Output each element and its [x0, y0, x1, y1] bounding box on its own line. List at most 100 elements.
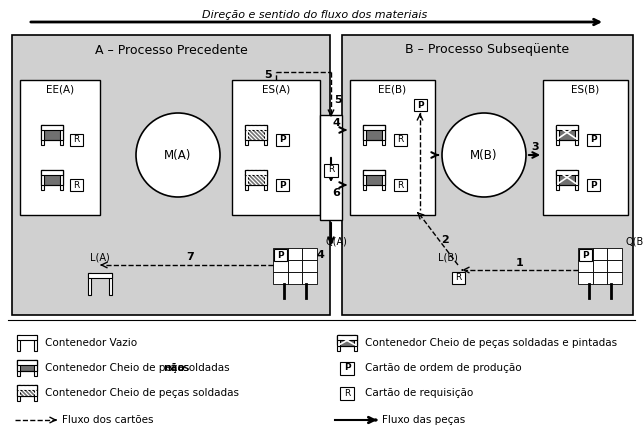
Text: L(B): L(B) — [438, 253, 458, 263]
Bar — [17, 385, 37, 396]
Bar — [578, 272, 593, 284]
Bar — [302, 248, 317, 260]
Text: 1: 1 — [516, 258, 524, 268]
Text: P: P — [582, 251, 588, 259]
Text: não: não — [163, 363, 185, 373]
Text: EE(B): EE(B) — [379, 85, 406, 95]
Bar — [575, 170, 578, 190]
Bar — [556, 170, 559, 190]
Text: 2: 2 — [441, 235, 449, 245]
Bar — [287, 248, 302, 260]
Text: P: P — [344, 364, 350, 372]
Bar — [556, 125, 578, 140]
Bar — [12, 35, 330, 315]
Bar — [245, 170, 267, 185]
Bar — [337, 335, 340, 351]
Bar — [34, 335, 37, 351]
Text: Direção e sentido do fluxo dos materiais: Direção e sentido do fluxo dos materiais — [203, 10, 428, 20]
Bar — [556, 170, 578, 185]
Bar — [245, 125, 267, 140]
Text: 5: 5 — [334, 95, 342, 105]
Bar — [340, 387, 354, 400]
Bar — [354, 335, 357, 351]
Bar — [275, 179, 289, 191]
Bar — [245, 170, 267, 175]
Bar — [69, 134, 82, 146]
Text: EE(A): EE(A) — [46, 85, 74, 95]
Bar — [264, 170, 267, 190]
Bar — [350, 80, 435, 215]
Bar — [41, 125, 63, 140]
Text: M(B): M(B) — [470, 149, 498, 162]
Bar — [593, 272, 608, 284]
Bar — [578, 260, 593, 272]
Bar — [556, 170, 578, 185]
Text: P: P — [278, 181, 285, 190]
Bar — [363, 125, 385, 140]
Bar — [363, 125, 366, 145]
Bar — [556, 125, 578, 130]
Bar — [363, 170, 385, 185]
Text: Contenedor Cheio de peças: Contenedor Cheio de peças — [45, 363, 193, 373]
Bar — [273, 260, 287, 272]
Bar — [41, 170, 44, 190]
Bar — [342, 35, 633, 315]
Text: R: R — [397, 135, 403, 145]
Bar — [363, 170, 385, 175]
Text: 4: 4 — [332, 118, 340, 128]
Bar — [17, 360, 20, 376]
Bar — [363, 170, 366, 190]
Bar — [60, 170, 63, 190]
Bar — [382, 125, 385, 145]
Text: Fluxo dos cartões: Fluxo dos cartões — [62, 415, 154, 425]
Text: R: R — [344, 388, 350, 397]
Bar — [394, 134, 406, 146]
Text: Cartão de ordem de produção: Cartão de ordem de produção — [365, 363, 521, 373]
Bar — [586, 134, 599, 146]
Text: P: P — [276, 251, 284, 259]
Bar — [245, 170, 267, 185]
Text: R: R — [455, 274, 461, 283]
Bar — [17, 360, 37, 371]
Bar — [382, 170, 385, 190]
Bar — [34, 360, 37, 376]
Bar — [232, 80, 320, 215]
Bar — [245, 170, 248, 190]
Bar — [273, 248, 287, 260]
Bar — [17, 385, 37, 390]
Bar — [245, 125, 248, 145]
Bar — [245, 125, 267, 140]
Text: ES(B): ES(B) — [572, 85, 600, 95]
Bar — [556, 125, 578, 140]
Bar — [275, 134, 289, 146]
Bar — [413, 99, 426, 111]
Bar — [556, 125, 559, 145]
Bar — [287, 272, 302, 284]
Bar — [69, 179, 82, 191]
Circle shape — [442, 113, 526, 197]
Text: A – Processo Precedente: A – Processo Precedente — [95, 44, 248, 57]
Bar — [17, 360, 37, 365]
Bar — [60, 125, 63, 145]
Text: Contenedor Vazio: Contenedor Vazio — [45, 338, 137, 348]
Bar — [273, 272, 287, 284]
Bar — [302, 260, 317, 272]
Bar — [88, 273, 91, 295]
Text: L(A): L(A) — [90, 253, 110, 263]
Bar — [324, 163, 338, 177]
Bar — [543, 80, 628, 215]
Bar — [586, 179, 599, 191]
Bar — [302, 272, 317, 284]
Text: Contenedor Cheio de peças soldadas e pintadas: Contenedor Cheio de peças soldadas e pin… — [365, 338, 617, 348]
Text: R: R — [73, 181, 79, 190]
Text: soldadas: soldadas — [180, 363, 230, 373]
Bar — [41, 125, 63, 130]
Text: 3: 3 — [531, 142, 539, 152]
Text: R: R — [328, 166, 334, 174]
Bar — [264, 125, 267, 145]
Text: 4: 4 — [316, 250, 324, 260]
Bar — [273, 249, 287, 261]
Bar — [41, 170, 63, 175]
Bar — [608, 248, 622, 260]
Bar — [363, 170, 385, 185]
